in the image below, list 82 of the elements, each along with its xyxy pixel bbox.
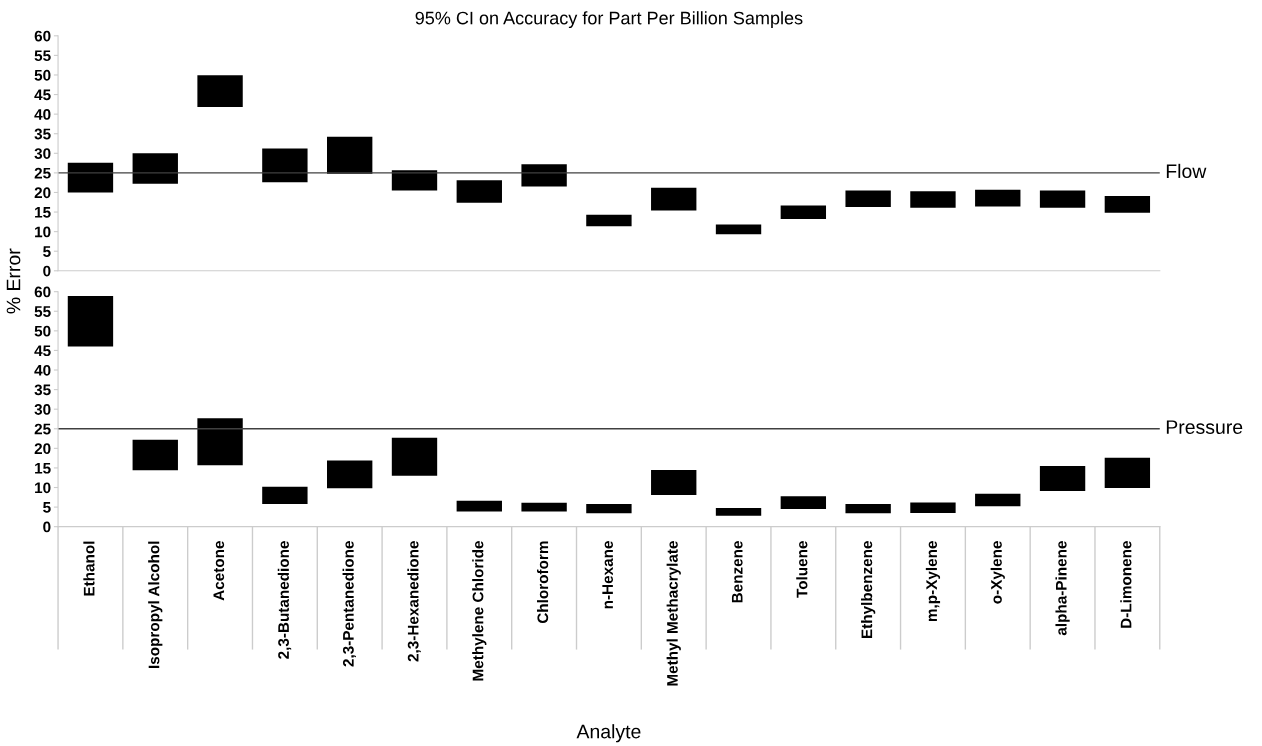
y-tick-label: 20 [34, 443, 51, 455]
ref-line-label: Flow [1166, 163, 1207, 179]
x-tick-label: m,p-Xylene [925, 541, 941, 622]
y-tick-label: 40 [34, 109, 51, 120]
bar [391, 170, 438, 191]
chart-title: 95% CI on Accuracy for Part Per Billion Samples [415, 11, 803, 29]
bar [910, 502, 956, 513]
x-tick-label: Isopropyl Alcohol [148, 541, 163, 668]
bar [456, 500, 502, 512]
bar [262, 486, 308, 504]
y-tick-label: 10 [35, 226, 51, 238]
y-tick-label: 5 [43, 502, 51, 513]
y-tick-label: 25 [34, 423, 51, 435]
bar [715, 507, 762, 516]
bar [67, 162, 114, 193]
x-tick-label: Methyl Methacrylate [666, 541, 681, 686]
bar [780, 496, 827, 510]
bar [651, 469, 697, 495]
y-tick-label: 60 [34, 286, 51, 298]
x-tick-label: n-Hexane [602, 541, 614, 609]
bar [521, 164, 567, 187]
x-tick-label: Toluene [796, 541, 808, 598]
bar [1039, 465, 1086, 492]
x-tick-label: Ethanol [83, 541, 95, 596]
x-tick-label: 2,3-Hexanedione [407, 541, 421, 662]
bar [1104, 195, 1151, 213]
y-axis-title: % Error [6, 248, 21, 314]
bar [197, 75, 243, 108]
y-tick-label: 30 [34, 148, 51, 160]
bar [715, 224, 762, 235]
y-tick-label: 10 [35, 482, 51, 494]
x-tick-label: Acetone [213, 541, 225, 601]
y-tick-label: 55 [34, 50, 51, 62]
bar [521, 502, 567, 512]
bar [1104, 457, 1151, 488]
x-tick-label: Ethylbenzene [861, 541, 876, 639]
y-tick-label: 55 [34, 306, 51, 317]
x-tick-label: 2,3-Butanedione [277, 541, 292, 659]
y-tick-label: 50 [34, 69, 51, 81]
y-tick-label: 20 [34, 187, 51, 199]
y-tick-label: 35 [34, 384, 51, 396]
x-tick-label: o-Xylene [990, 541, 1005, 604]
x-tick-label: 2,3-Pentanedione [342, 541, 356, 667]
y-tick-label: 0 [43, 521, 51, 533]
bar [651, 187, 697, 211]
bar [132, 439, 178, 471]
bar [327, 460, 373, 489]
x-tick-label: Benzene [731, 541, 743, 603]
x-tick-label: alpha-Pinene [1055, 541, 1070, 636]
y-tick-label: 0 [43, 265, 51, 277]
y-tick-label: 40 [34, 364, 51, 376]
bar [132, 153, 178, 184]
bar [197, 418, 243, 466]
bar [975, 189, 1021, 207]
bar [975, 493, 1021, 507]
bar [845, 190, 891, 207]
x-tick-label: D-Limonene [1120, 541, 1132, 628]
bar [262, 148, 308, 183]
y-tick-label: 30 [34, 404, 51, 415]
ref-line-label: Pressure [1166, 420, 1243, 434]
bar [845, 503, 891, 514]
y-tick-label: 35 [34, 128, 51, 140]
bar [586, 214, 632, 227]
y-tick-label: 15 [35, 462, 51, 474]
y-tick-label: 50 [34, 325, 51, 337]
bar [1039, 190, 1086, 208]
bar [67, 295, 114, 347]
bar [456, 180, 502, 203]
bar [910, 191, 956, 208]
x-axis-title: Analyte [576, 724, 641, 743]
y-tick-label: 45 [34, 89, 51, 101]
y-tick-label: 15 [35, 207, 51, 218]
bar [391, 437, 438, 476]
y-tick-label: 25 [34, 167, 51, 179]
bar [327, 136, 373, 174]
y-tick-label: 5 [43, 246, 51, 257]
y-tick-label: 45 [34, 345, 51, 357]
x-tick-label: Chloroform [536, 541, 549, 624]
y-tick-label: 60 [34, 30, 51, 42]
x-tick-label: Methylene Chloride [472, 541, 487, 681]
bar [586, 503, 632, 514]
bar [780, 205, 827, 220]
